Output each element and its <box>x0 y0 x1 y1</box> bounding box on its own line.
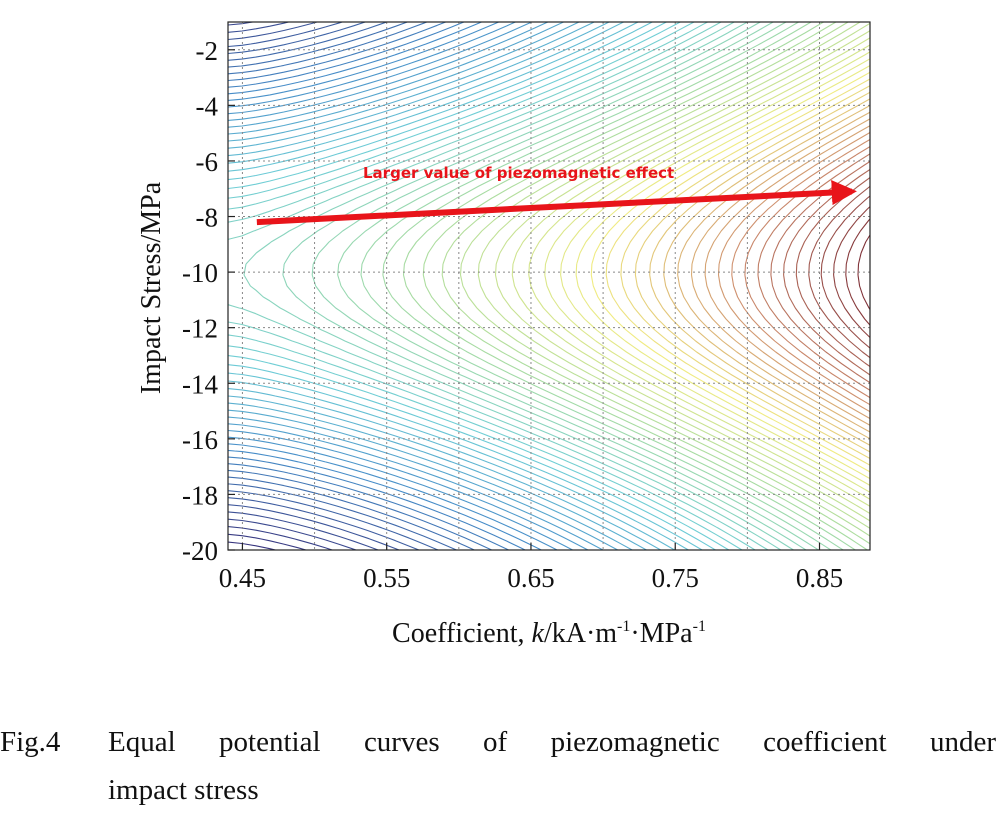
contour-line <box>477 22 870 522</box>
contour-line <box>228 22 782 550</box>
y-tick-label: -10 <box>182 258 218 288</box>
contour-line <box>228 22 439 550</box>
contour-line <box>228 22 400 550</box>
contour-line <box>228 526 333 550</box>
contour-line <box>228 22 357 550</box>
annotation-text: Larger value of piezomagnetic effect <box>363 164 674 182</box>
y-tick-label: -14 <box>182 369 218 399</box>
x-tick-label: 0.75 <box>652 563 699 593</box>
contour-line <box>677 111 870 433</box>
x-axis-title-k: k <box>532 618 545 649</box>
contour-line <box>228 22 475 550</box>
contour-line <box>402 22 868 550</box>
contour-line <box>228 541 276 550</box>
y-tick-label: -8 <box>196 203 219 233</box>
contour-line <box>228 22 573 550</box>
contour-chart: 0.45 0.55 0.65 0.75 0.85 -2 -4 -6 -8 -10 -12 -14 -1… <box>136 21 871 649</box>
contour-line <box>731 139 870 406</box>
x-tick-label: 0.45 <box>219 563 266 593</box>
contour-line <box>690 118 870 426</box>
contour-line <box>228 22 703 550</box>
contour-line <box>228 22 730 550</box>
contour-line <box>311 22 819 550</box>
contour-line <box>441 22 870 537</box>
contour-line <box>820 195 870 349</box>
x-axis: 0.45 0.55 0.65 0.75 0.85 <box>219 543 843 593</box>
contour-line <box>575 65 870 480</box>
contour-line <box>228 22 633 550</box>
contour-line <box>717 132 870 413</box>
x-axis-title-sup2: -1 <box>693 618 706 635</box>
contour-line <box>360 22 844 550</box>
contour-line <box>382 22 856 550</box>
x-axis-title-unit: /kA·m <box>544 618 617 649</box>
contour-line <box>337 22 832 550</box>
x-tick-label: 0.55 <box>363 563 410 593</box>
contour-line <box>770 161 870 384</box>
contour-line <box>228 22 618 550</box>
caption-line-1: Equal potential curves of piezomagnetic … <box>108 726 996 758</box>
x-axis-title-prefix: Coefficient, <box>392 618 531 649</box>
contour-line <box>228 22 769 550</box>
x-tick-label: 0.65 <box>507 563 554 593</box>
caption-label: Fig.4 <box>0 726 61 758</box>
contour-line <box>744 146 870 399</box>
contour-line <box>560 58 870 486</box>
contour-line <box>228 22 420 550</box>
contour-line <box>228 533 307 550</box>
contour-line <box>590 71 870 473</box>
y-tick-label: -18 <box>182 480 218 510</box>
y-tick-label: -2 <box>196 36 219 66</box>
contour-line <box>228 22 716 550</box>
x-axis-title: Coefficient, k/kA·m-1·MPa-1 <box>392 618 706 649</box>
contour-lines <box>228 22 870 550</box>
contour-line <box>634 91 870 453</box>
contour-line <box>845 218 870 326</box>
grid-lines <box>228 22 870 550</box>
contour-line <box>833 206 870 338</box>
y-tick-label: -12 <box>182 314 218 344</box>
x-tick-label: 0.85 <box>796 563 843 593</box>
contour-line <box>228 22 492 550</box>
contour-line <box>228 22 542 550</box>
contour-line <box>228 22 647 550</box>
contour-line <box>620 85 870 459</box>
plot-frame <box>227 21 871 551</box>
contour-line <box>228 22 509 550</box>
contour-line <box>243 22 794 550</box>
contour-line <box>228 22 756 550</box>
contour-line <box>544 51 870 493</box>
contour-line <box>228 22 604 550</box>
contour-line <box>494 30 870 514</box>
y-axis: -2 -4 -6 -8 -10 -12 -14 -16 -18 -20 <box>182 36 235 566</box>
contour-line <box>228 22 661 550</box>
y-tick-label: -6 <box>196 147 219 177</box>
contour-line <box>228 22 558 550</box>
y-tick-label: -16 <box>182 425 218 455</box>
x-axis-title-sup1: -1 <box>617 618 630 635</box>
contour-line <box>228 22 743 550</box>
contour-line <box>228 22 689 550</box>
y-axis-title: Impact Stress/MPa <box>136 181 167 394</box>
annotation-arrow <box>256 179 857 226</box>
y-tick-label: -20 <box>182 536 218 566</box>
contour-line <box>228 22 379 550</box>
contour-line <box>528 44 870 500</box>
contour-line <box>228 22 589 550</box>
x-axis-title-mid: ·MPa <box>630 618 693 649</box>
y-tick-label: -4 <box>196 91 219 121</box>
contour-line <box>649 98 870 446</box>
contour-line <box>228 22 675 550</box>
caption-line-2: impact stress <box>108 774 259 806</box>
contour-line <box>282 22 807 550</box>
contour-line <box>228 22 457 550</box>
